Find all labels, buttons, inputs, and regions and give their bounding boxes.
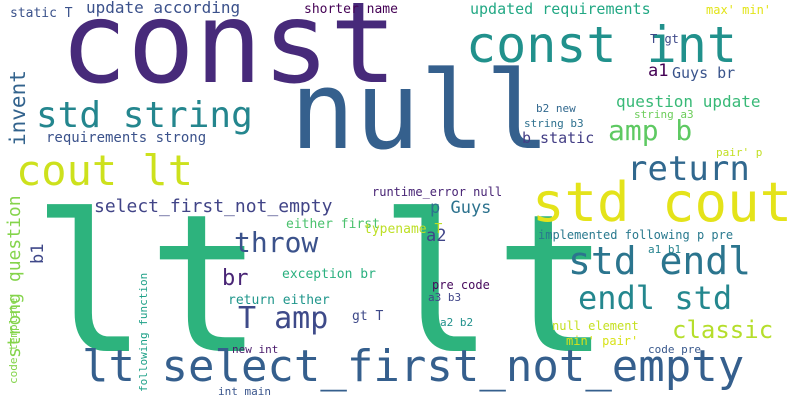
- cloud-word: b static: [522, 129, 595, 147]
- cloud-word: lt lt: [32, 174, 610, 397]
- cloud-word: const int: [466, 16, 737, 74]
- cloud-word: new int: [232, 343, 279, 356]
- cloud-word: int main: [218, 385, 271, 398]
- cloud-word: either first: [286, 217, 380, 232]
- cloud-word: static T: [10, 6, 73, 21]
- cloud-word: select_first_not_empty: [94, 196, 333, 217]
- cloud-word: cout lt: [16, 146, 194, 195]
- cloud-word: string b3: [524, 117, 584, 130]
- cloud-word: T gt: [650, 32, 679, 46]
- cloud-word: throw: [234, 226, 319, 259]
- cloud-word: return: [627, 149, 750, 189]
- cloud-word: T amp: [238, 301, 329, 336]
- cloud-word: typename T: [364, 222, 443, 237]
- cloud-word: endl std: [578, 279, 733, 317]
- cloud-word: exception br: [282, 267, 376, 282]
- cloud-word: p Guys: [430, 198, 492, 218]
- cloud-word: shorter name: [304, 2, 398, 17]
- cloud-word: code template: [7, 297, 20, 384]
- cloud-word: string a3: [634, 108, 694, 121]
- cloud-word: invent: [6, 70, 30, 146]
- cloud-word: const: [60, 0, 398, 109]
- cloud-word: min' pair': [566, 334, 639, 348]
- cloud-word: gt T: [352, 309, 384, 324]
- cloud-word: implemented following p pre: [538, 228, 734, 242]
- cloud-word: amp b: [608, 114, 693, 147]
- cloud-word: runtime_error null: [372, 185, 503, 199]
- cloud-word: a2: [426, 226, 447, 246]
- cloud-word: std cout: [532, 171, 793, 234]
- cloud-word: br: [222, 266, 249, 291]
- cloud-word: classic: [672, 316, 774, 344]
- cloud-word: null: [290, 49, 551, 174]
- cloud-word: following function: [137, 272, 150, 392]
- cloud-word: updated requirements: [470, 0, 651, 18]
- cloud-word: a1 b1: [648, 243, 682, 256]
- cloud-word: pair' p: [716, 146, 763, 159]
- cloud-word: null element: [552, 319, 639, 333]
- cloud-word: update according: [86, 0, 241, 17]
- cloud-word: return either: [228, 293, 330, 308]
- cloud-word: pre code: [432, 278, 490, 292]
- cloud-word: b2 new: [536, 102, 576, 115]
- cloud-word: Guys br: [672, 64, 736, 82]
- cloud-word: std endl: [568, 239, 752, 283]
- cloud-word: std string: [36, 95, 253, 136]
- cloud-word: a2 b2: [440, 316, 474, 329]
- cloud-word: requirements strong: [46, 130, 207, 146]
- cloud-word: a3 b3: [428, 291, 462, 304]
- cloud-word: b1: [28, 243, 48, 264]
- cloud-word: a1: [648, 61, 669, 81]
- cloud-word: lt select_first_not_empty: [82, 341, 745, 392]
- cloud-word: question update: [616, 92, 761, 111]
- cloud-word: code pre: [648, 343, 701, 356]
- cloud-word: max' min': [706, 3, 772, 17]
